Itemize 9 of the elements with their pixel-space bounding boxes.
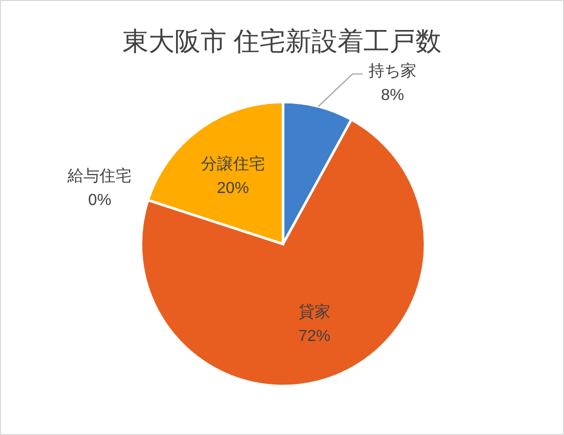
category-label: 給与住宅 bbox=[68, 168, 132, 185]
slice-label: 分譲住宅 bbox=[200, 155, 265, 174]
data-label: 8% bbox=[380, 86, 404, 104]
data-label: 72% bbox=[298, 328, 330, 346]
slice-label: 貸家 bbox=[298, 303, 330, 322]
data-label: 20% bbox=[216, 180, 249, 198]
slice-label: 持ち家 bbox=[368, 62, 417, 80]
text: 0% bbox=[88, 192, 112, 209]
chart-title: 東大阪市 住宅新設着工戸数 bbox=[122, 26, 442, 56]
